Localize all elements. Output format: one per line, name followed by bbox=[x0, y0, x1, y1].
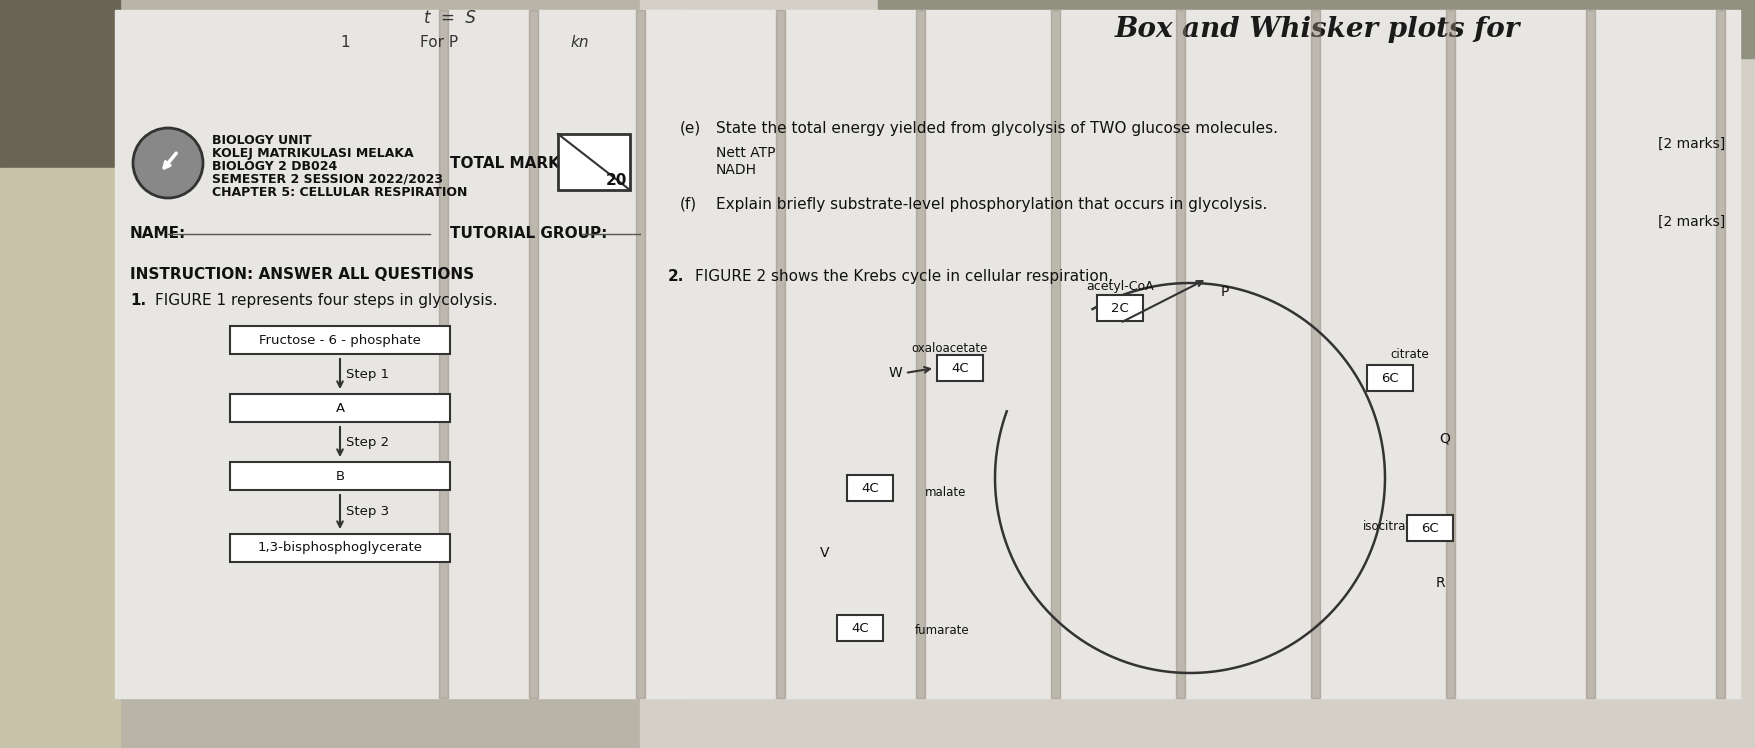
Text: CHAPTER 5: CELLULAR RESPIRATION: CHAPTER 5: CELLULAR RESPIRATION bbox=[212, 186, 467, 198]
Text: kn: kn bbox=[570, 34, 588, 49]
Text: (e): (e) bbox=[679, 120, 700, 135]
Text: 2C: 2C bbox=[1111, 301, 1128, 314]
Text: Step 3: Step 3 bbox=[346, 506, 390, 518]
Text: 6C: 6C bbox=[1420, 521, 1437, 535]
Bar bbox=[528, 10, 537, 698]
Bar bbox=[1176, 10, 1185, 698]
Bar bbox=[1365, 365, 1413, 391]
Text: P: P bbox=[1220, 286, 1228, 299]
Bar bbox=[1444, 10, 1455, 698]
Text: oxaloacetate: oxaloacetate bbox=[911, 342, 988, 355]
Text: State the total energy yielded from glycolysis of TWO glucose molecules.: State the total energy yielded from glyc… bbox=[716, 120, 1278, 135]
Text: citrate: citrate bbox=[1390, 348, 1429, 361]
Text: Step 1: Step 1 bbox=[346, 367, 390, 381]
Text: 1.: 1. bbox=[130, 292, 146, 307]
Bar bbox=[878, 0, 1755, 58]
Text: NADH: NADH bbox=[716, 163, 756, 177]
Bar bbox=[114, 10, 684, 698]
Text: NAME:: NAME: bbox=[130, 225, 186, 241]
Bar bbox=[0, 168, 119, 748]
Text: 20: 20 bbox=[605, 173, 627, 188]
Text: A: A bbox=[335, 402, 344, 414]
Text: For P: For P bbox=[419, 34, 458, 49]
Text: t  =  S: t = S bbox=[423, 9, 476, 27]
Bar bbox=[0, 0, 119, 168]
Text: acetyl-CoA: acetyl-CoA bbox=[1086, 280, 1153, 292]
Bar bbox=[846, 475, 893, 501]
Text: (f): (f) bbox=[679, 197, 697, 212]
Text: Explain briefly substrate-level phosphorylation that occurs in glycolysis.: Explain briefly substrate-level phosphor… bbox=[716, 197, 1267, 212]
Text: FIGURE 2 shows the Krebs cycle in cellular respiration.: FIGURE 2 shows the Krebs cycle in cellul… bbox=[695, 269, 1113, 283]
Text: V: V bbox=[820, 546, 830, 560]
Text: 4C: 4C bbox=[860, 482, 878, 494]
Text: [2 marks]: [2 marks] bbox=[1657, 137, 1723, 151]
Text: Nett ATP: Nett ATP bbox=[716, 146, 776, 160]
Text: BIOLOGY 2 DB024: BIOLOGY 2 DB024 bbox=[212, 159, 337, 173]
Text: FIGURE 1 represents four steps in glycolysis.: FIGURE 1 represents four steps in glycol… bbox=[154, 292, 497, 307]
Bar bbox=[776, 10, 784, 698]
Text: 4C: 4C bbox=[851, 622, 869, 634]
Bar bbox=[558, 134, 630, 190]
Text: 4C: 4C bbox=[951, 361, 969, 375]
Text: fumarate: fumarate bbox=[914, 624, 969, 637]
Bar bbox=[639, 10, 1739, 698]
Text: 2.: 2. bbox=[667, 269, 684, 283]
Bar bbox=[1585, 10, 1594, 698]
Bar bbox=[639, 0, 1755, 748]
Text: [2 marks]: [2 marks] bbox=[1657, 215, 1723, 229]
Bar bbox=[230, 462, 449, 490]
Bar bbox=[635, 10, 644, 698]
Bar bbox=[837, 615, 883, 641]
Bar bbox=[1406, 515, 1451, 541]
Text: 6C: 6C bbox=[1381, 372, 1399, 384]
Text: Q: Q bbox=[1439, 431, 1450, 445]
Text: TOTAL MARKS:: TOTAL MARKS: bbox=[449, 156, 577, 171]
Bar bbox=[1051, 10, 1060, 698]
Bar bbox=[230, 326, 449, 354]
Text: B: B bbox=[335, 470, 344, 482]
Text: R: R bbox=[1434, 576, 1444, 590]
Bar bbox=[230, 534, 449, 562]
Text: isocitrate: isocitrate bbox=[1362, 520, 1418, 533]
Text: BIOLOGY UNIT: BIOLOGY UNIT bbox=[212, 133, 311, 147]
Text: 1: 1 bbox=[340, 34, 349, 49]
Bar bbox=[937, 355, 983, 381]
Text: INSTRUCTION: ANSWER ALL QUESTIONS: INSTRUCTION: ANSWER ALL QUESTIONS bbox=[130, 266, 474, 281]
Bar bbox=[439, 10, 448, 698]
Text: Box and Whisker plots for: Box and Whisker plots for bbox=[1114, 16, 1518, 43]
Circle shape bbox=[133, 128, 204, 198]
Text: KOLEJ MATRIKULASI MELAKA: KOLEJ MATRIKULASI MELAKA bbox=[212, 147, 414, 159]
Text: Step 2: Step 2 bbox=[346, 435, 390, 449]
Bar bbox=[1715, 10, 1723, 698]
Bar bbox=[230, 394, 449, 422]
Text: malate: malate bbox=[925, 486, 965, 500]
Text: SEMESTER 2 SESSION 2022/2023: SEMESTER 2 SESSION 2022/2023 bbox=[212, 173, 442, 186]
Text: 1,3-bisphosphoglycerate: 1,3-bisphosphoglycerate bbox=[258, 542, 423, 554]
Text: TUTORIAL GROUP:: TUTORIAL GROUP: bbox=[449, 225, 607, 241]
Text: Fructose - 6 - phosphate: Fructose - 6 - phosphate bbox=[260, 334, 421, 346]
Bar bbox=[1097, 295, 1143, 321]
Bar bbox=[1311, 10, 1320, 698]
Bar bbox=[916, 10, 925, 698]
Text: W: W bbox=[888, 366, 902, 380]
